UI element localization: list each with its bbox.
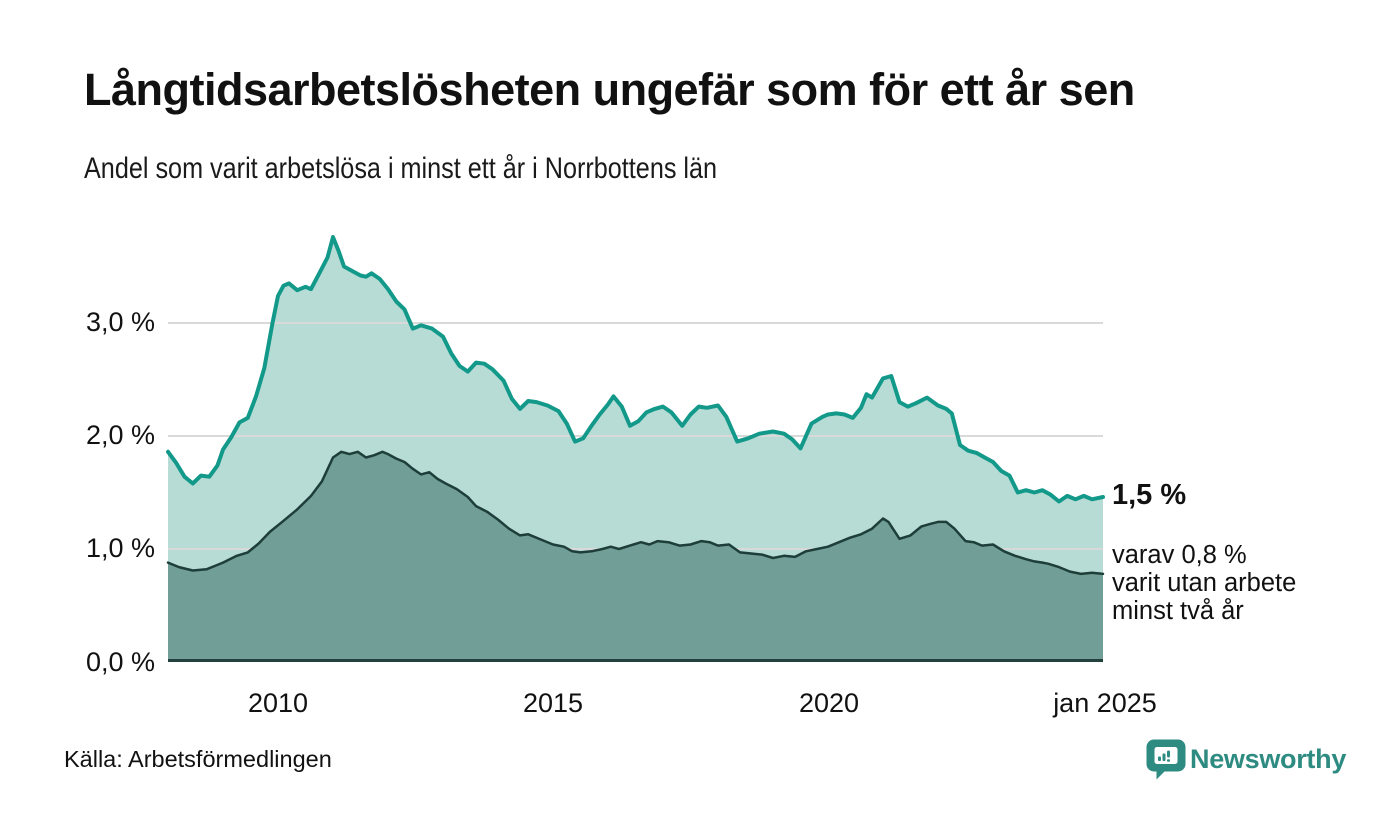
sub-annotation-line-1: varav 0,8 %: [1112, 541, 1247, 569]
newsworthy-logo-icon: [1146, 739, 1186, 780]
x-axis-label-2015: 2015: [522, 688, 584, 718]
area-fill-two-years: [168, 451, 1103, 662]
newsworthy-logo: [1146, 739, 1186, 783]
newsworthy-logo-text: Newsworthy: [1190, 744, 1347, 774]
sub-annotation-line-3: minst två år: [1112, 597, 1244, 625]
logo-bar-2: [1162, 753, 1166, 761]
y-axis-label-1: 1,0 %: [85, 533, 155, 563]
end-value-label: 1,5 %: [1112, 479, 1187, 511]
y-axis-label-2: 2,0 %: [85, 420, 155, 450]
y-axis-label-3: 3,0 %: [85, 307, 155, 337]
line-one-year: [166, 235, 1105, 504]
x-axis-label-jan-2025: jan 2025: [1053, 688, 1157, 718]
logo-bar-1: [1158, 756, 1161, 761]
chart-subtitle: Andel som varit arbetslösa i minst ett å…: [84, 152, 718, 185]
line-two-years: [166, 450, 1105, 576]
logo-exclamation-bar: [1167, 750, 1170, 758]
logo-panel: [1154, 747, 1178, 764]
x-axis-label-2020: 2020: [798, 688, 860, 718]
chart-title: Långtidsarbetslösheten ungefär som för e…: [84, 64, 1135, 115]
sub-annotation-line-2: varit utan arbete: [1112, 569, 1297, 597]
source-credit: Källa: Arbetsförmedlingen: [64, 746, 332, 772]
y-axis-label-0: 0,0 %: [85, 647, 155, 677]
x-axis-label-2010: 2010: [247, 688, 309, 718]
logo-exclamation-dot: [1167, 759, 1170, 762]
